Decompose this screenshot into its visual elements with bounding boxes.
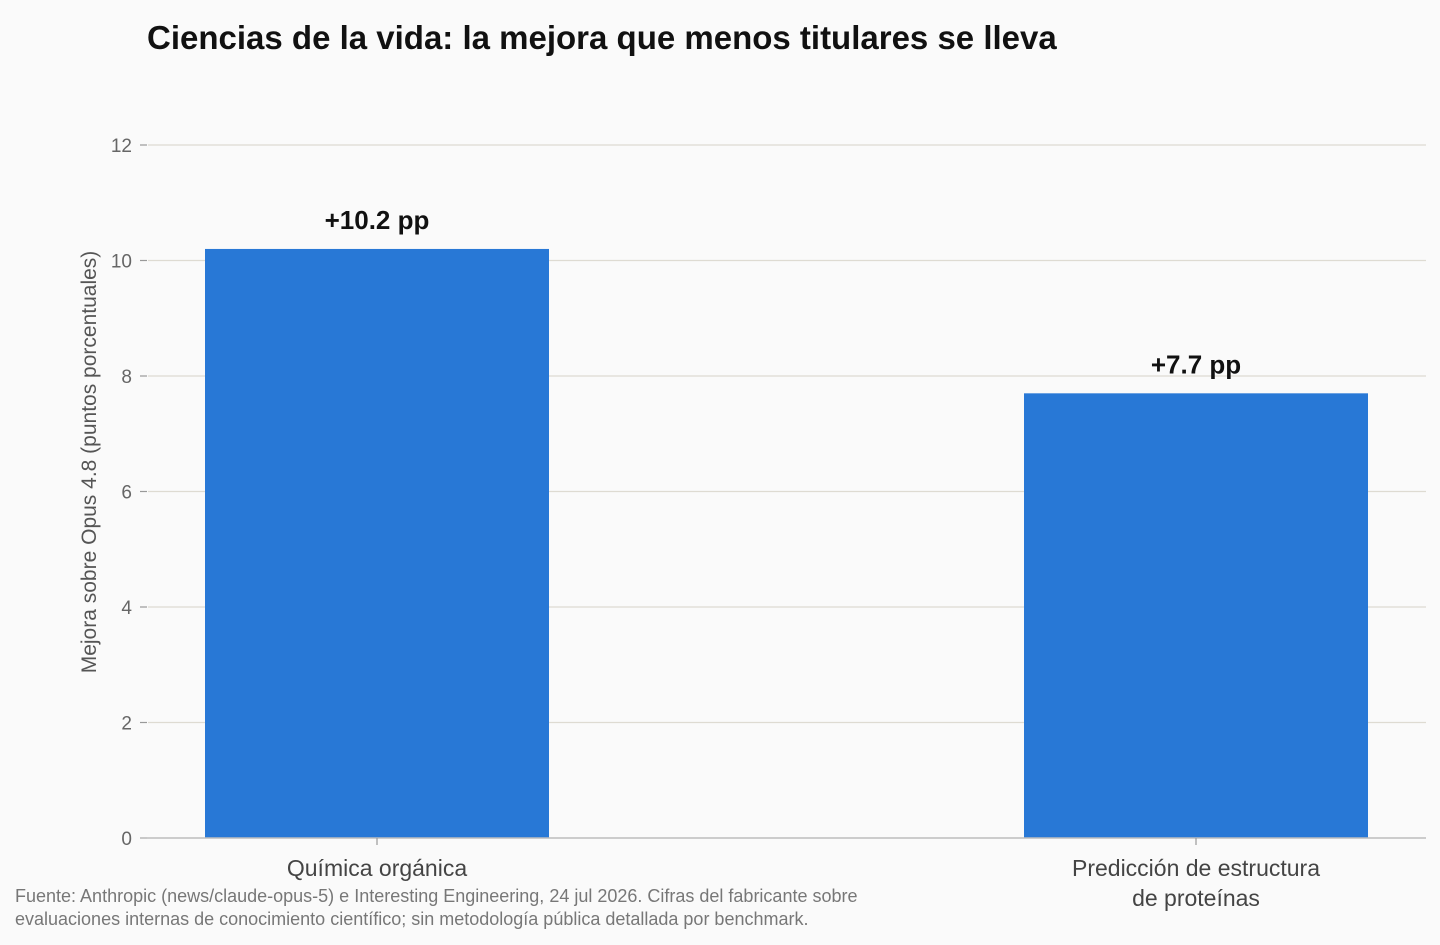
source-line: Fuente: Anthropic (news/claude-opus-5) e… (15, 886, 858, 906)
data-labels: +10.2 pp +7.7 pp (325, 205, 1242, 379)
y-tick-label: 8 (121, 367, 132, 388)
data-label: +10.2 pp (325, 205, 430, 235)
y-axis-ticks: 0 2 4 6 8 10 12 (111, 136, 147, 850)
y-tick-label: 0 (121, 829, 132, 850)
bar (205, 248, 549, 838)
x-category-label: Química orgánica (287, 855, 467, 881)
y-tick-label: 10 (111, 252, 132, 273)
y-tick-label: 4 (121, 598, 132, 619)
y-axis-label: Mejora sobre Opus 4.8 (puntos porcentual… (78, 251, 101, 674)
y-tick-label: 2 (121, 714, 132, 735)
y-tick-label: 6 (121, 483, 132, 504)
x-axis-categories: Química orgánica Predicción de estructura… (287, 838, 1320, 911)
bars (205, 248, 1368, 838)
source-note: Fuente: Anthropic (news/claude-opus-5) e… (15, 886, 858, 929)
bar (1024, 393, 1368, 838)
chart-title: Ciencias de la vida: la mejora que menos… (147, 19, 1057, 56)
source-line: evaluaciones internas de conocimiento ci… (15, 909, 808, 929)
y-tick-label: 12 (111, 136, 132, 157)
data-label: +7.7 pp (1151, 349, 1241, 379)
x-category-label: de proteínas (1132, 885, 1260, 911)
x-category-label: Predicción de estructura (1072, 855, 1320, 881)
